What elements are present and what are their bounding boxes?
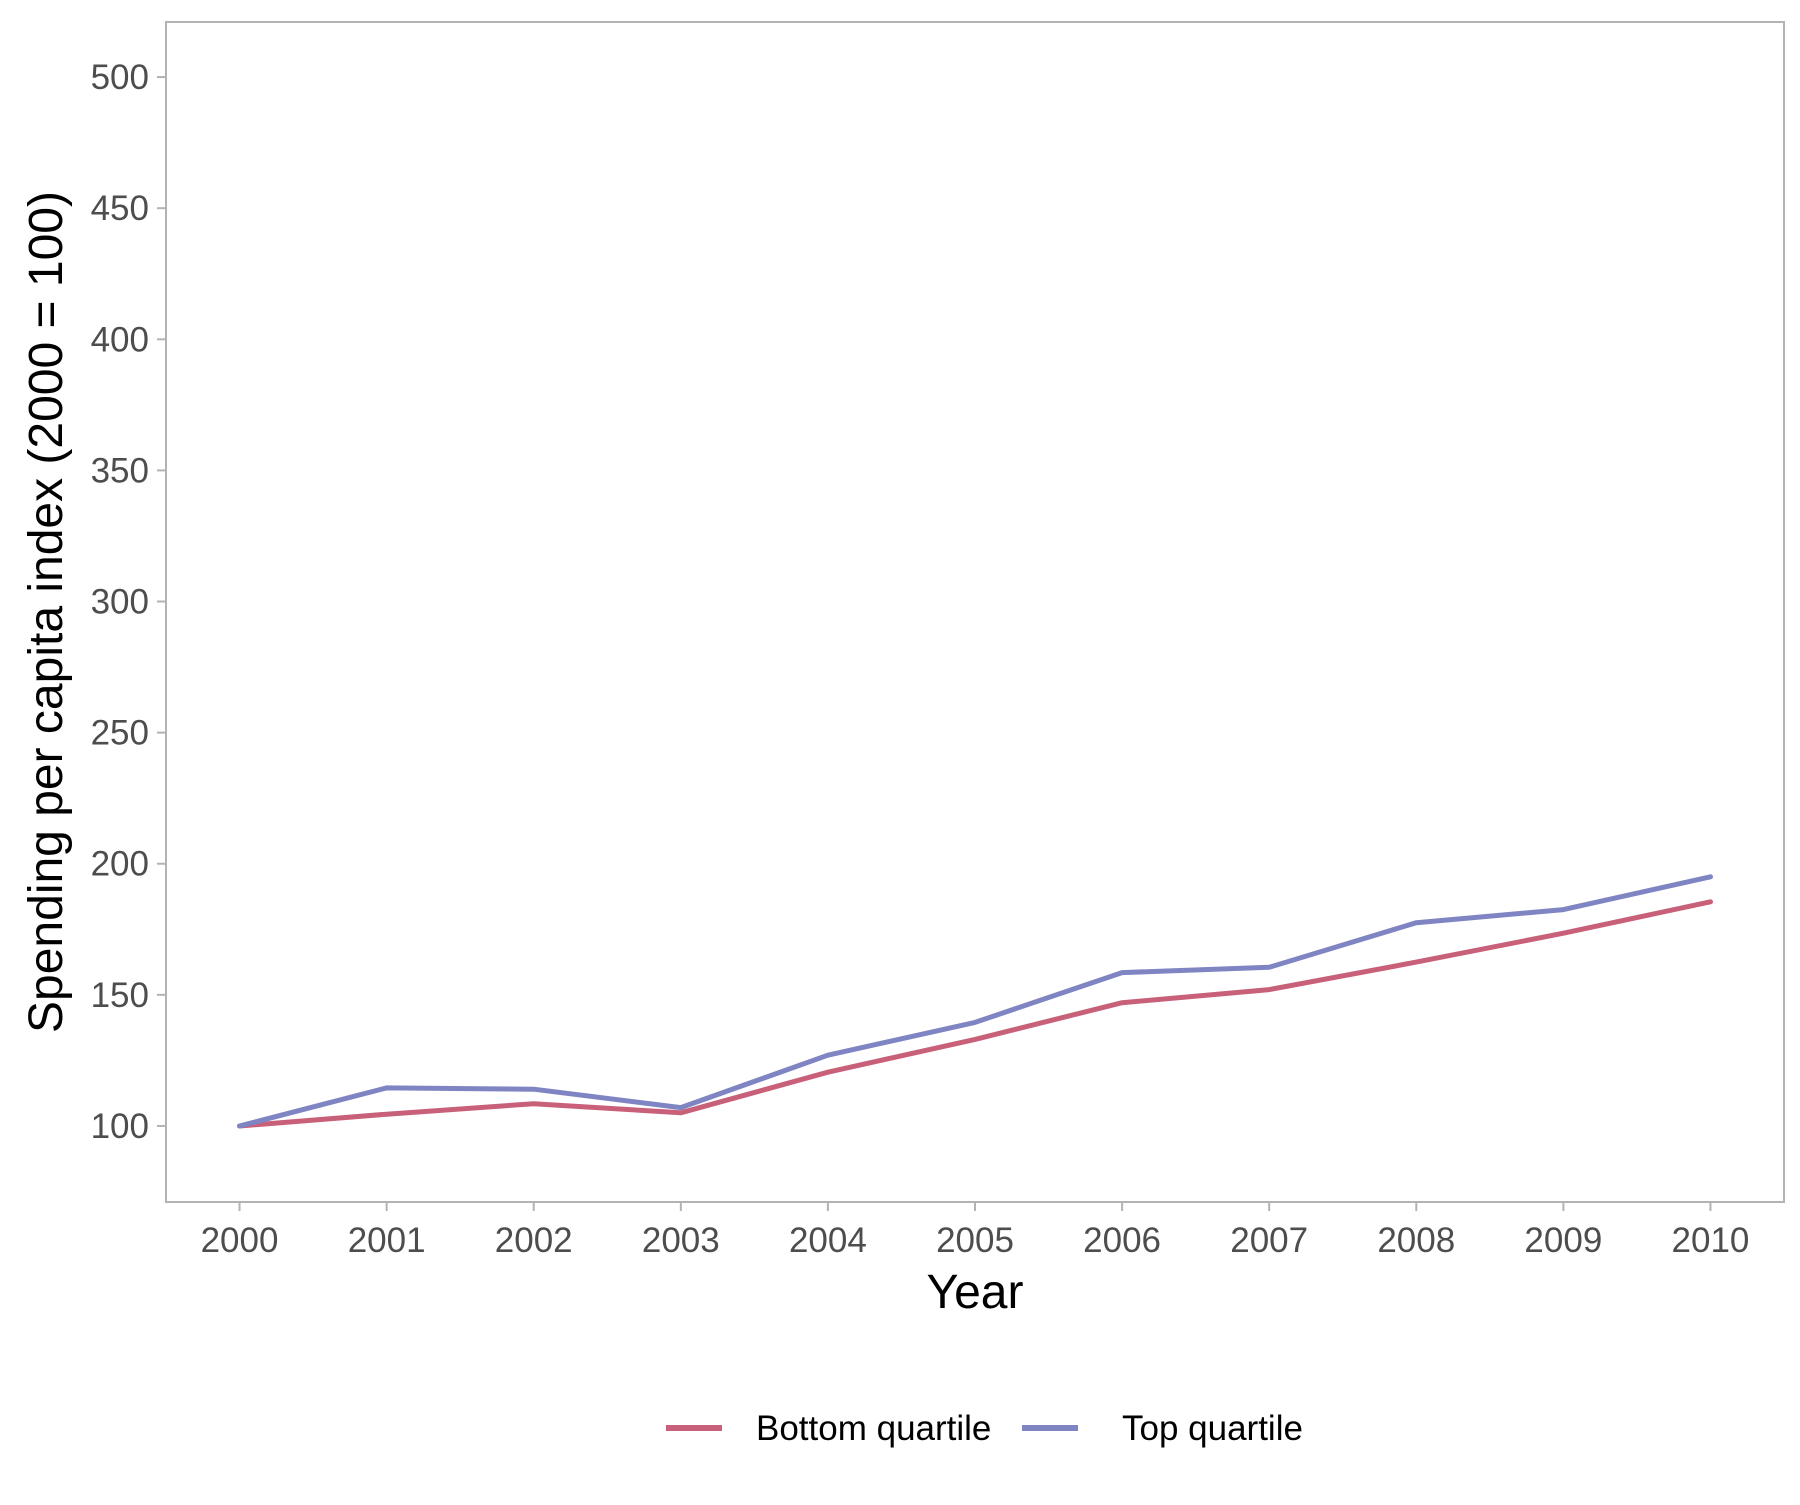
x-tick-label: 2010 bbox=[1672, 1221, 1750, 1260]
x-axis: 2000 2001 2002 2003 2004 2005 2006 2007 2008 2009… bbox=[201, 1202, 1750, 1260]
x-tick-label: 2002 bbox=[495, 1221, 573, 1260]
x-tick-label: 2006 bbox=[1083, 1221, 1161, 1260]
y-tick-label: 400 bbox=[91, 320, 149, 359]
x-tick-label: 2003 bbox=[642, 1221, 720, 1260]
legend-label-top-quartile: Top quartile bbox=[1122, 1409, 1303, 1448]
y-tick-label: 300 bbox=[91, 583, 149, 622]
x-tick-label: 2007 bbox=[1230, 1221, 1308, 1260]
x-tick-label: 2001 bbox=[348, 1221, 426, 1260]
legend-label-bottom-quartile: Bottom quartile bbox=[756, 1409, 991, 1448]
x-tick-label: 2004 bbox=[789, 1221, 867, 1260]
y-tick-label: 200 bbox=[91, 845, 149, 884]
y-tick-label: 250 bbox=[91, 714, 149, 753]
x-tick-label: 2000 bbox=[201, 1221, 279, 1260]
y-axis: 100 150 200 250 300 350 400 450 500 bbox=[91, 58, 166, 1146]
series-layer bbox=[237, 874, 1713, 1129]
y-tick-label: 350 bbox=[91, 451, 149, 490]
series-line-bottom-quartile bbox=[237, 899, 1713, 1129]
x-tick-label: 2008 bbox=[1377, 1221, 1455, 1260]
y-tick-label: 450 bbox=[91, 189, 149, 228]
y-tick-label: 100 bbox=[91, 1107, 149, 1146]
x-tick-label: 2005 bbox=[936, 1221, 1014, 1260]
y-tick-label: 150 bbox=[91, 976, 149, 1015]
series-line-top-quartile bbox=[237, 874, 1713, 1129]
x-tick-label: 2009 bbox=[1524, 1221, 1602, 1260]
legend: Bottom quartile Top quartile bbox=[666, 1409, 1303, 1448]
x-axis-title: Year bbox=[927, 1266, 1024, 1319]
y-tick-label: 500 bbox=[91, 58, 149, 97]
y-axis-title: Spending per capita index (2000 = 100) bbox=[20, 191, 73, 1033]
